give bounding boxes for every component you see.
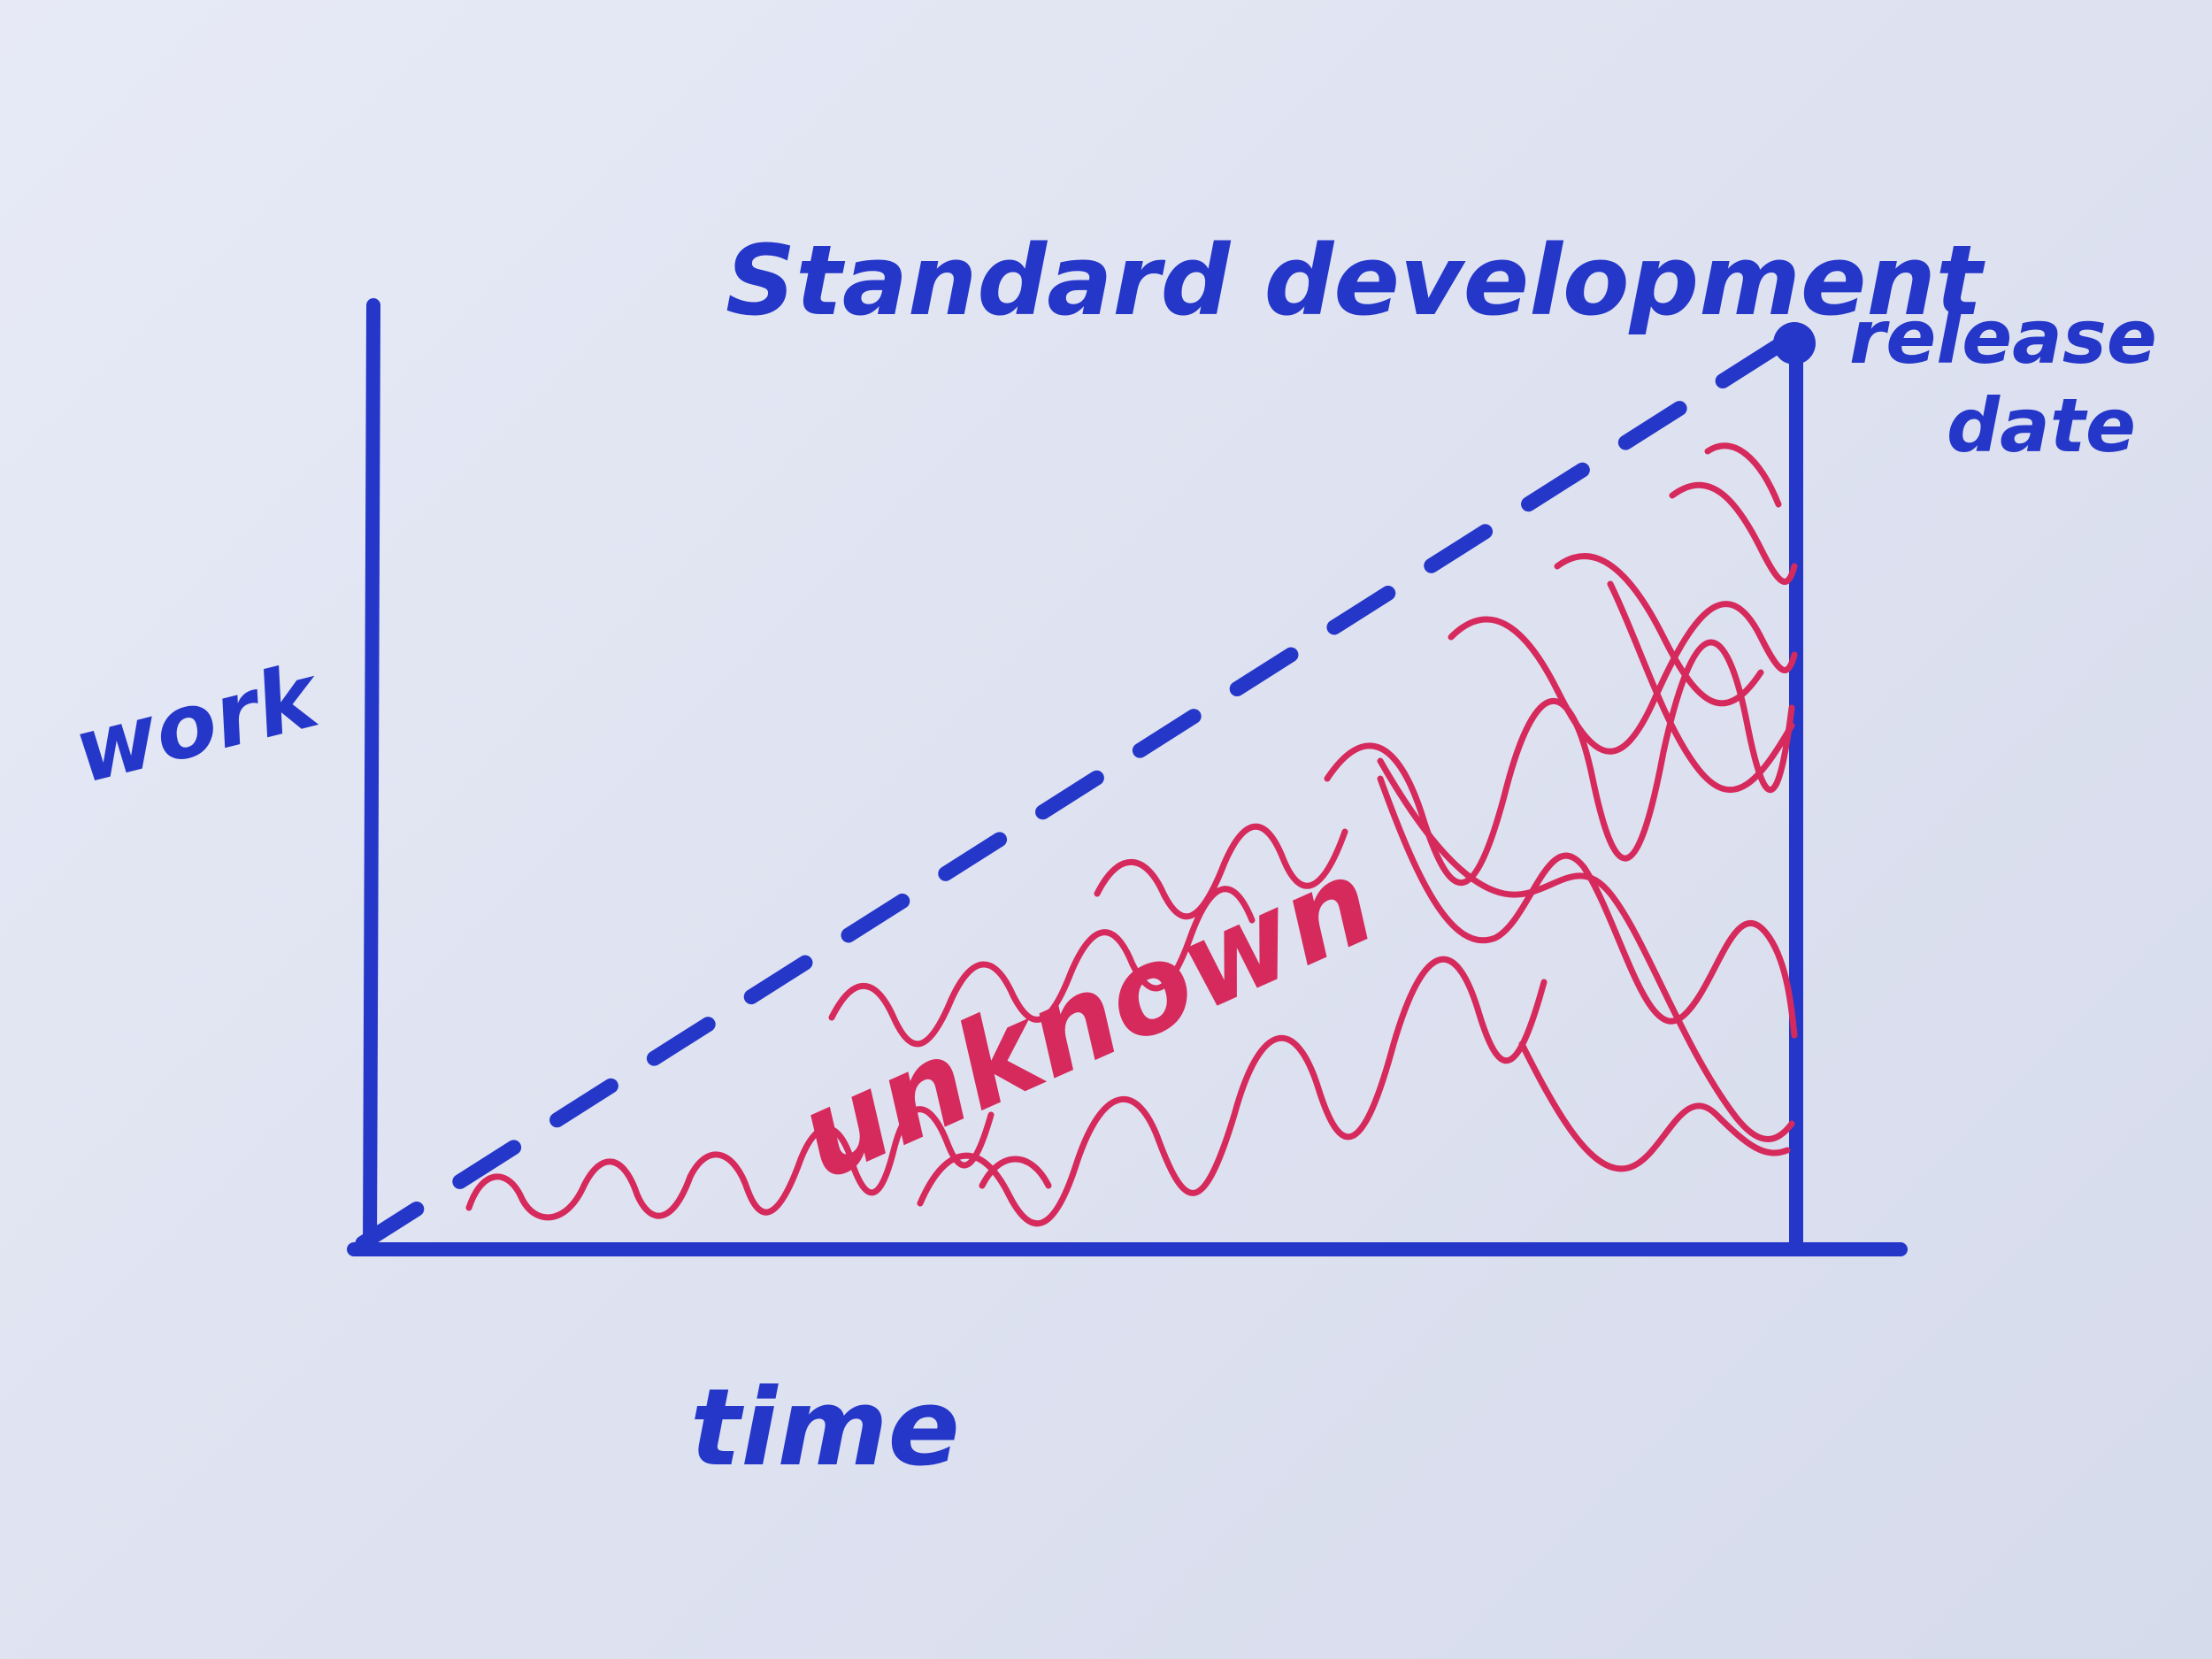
y-axis-line [363, 298, 380, 1256]
scribble-wave-4 [1094, 823, 1348, 920]
y-axis-label: work [65, 642, 332, 803]
unknown-scribble [465, 442, 1798, 1227]
scribble-wave-8 [1377, 775, 1798, 1039]
scribble-wave-1 [465, 1151, 804, 1221]
scribble-wave-14 [1704, 442, 1782, 508]
scribble-wave-5 [917, 956, 1548, 1227]
release-label-line1: release [1849, 294, 2157, 380]
scribble-wave-7 [1324, 639, 1795, 887]
release-date-marker [1773, 322, 1816, 365]
scribble-wave-15 [1377, 757, 1795, 1142]
unknown-label: unknown [778, 831, 1394, 1207]
scribble-wave-3 [828, 886, 1256, 1048]
scribble-wave-12 [1669, 481, 1798, 585]
scribble-wave-2 [797, 1106, 995, 1196]
release-label-line2: date [1947, 382, 2136, 469]
diagram-title: Standard development [726, 224, 1985, 337]
scribble-wave-11 [1554, 553, 1764, 707]
scribble-wave-9 [1518, 1041, 1791, 1172]
x-axis-label: time [690, 1367, 960, 1490]
scribble-wave-6 [979, 1156, 1052, 1189]
scribble-wave-10 [1448, 601, 1798, 755]
scribble-wave-13 [1607, 580, 1795, 793]
dashed-plan-line [355, 326, 1804, 1251]
